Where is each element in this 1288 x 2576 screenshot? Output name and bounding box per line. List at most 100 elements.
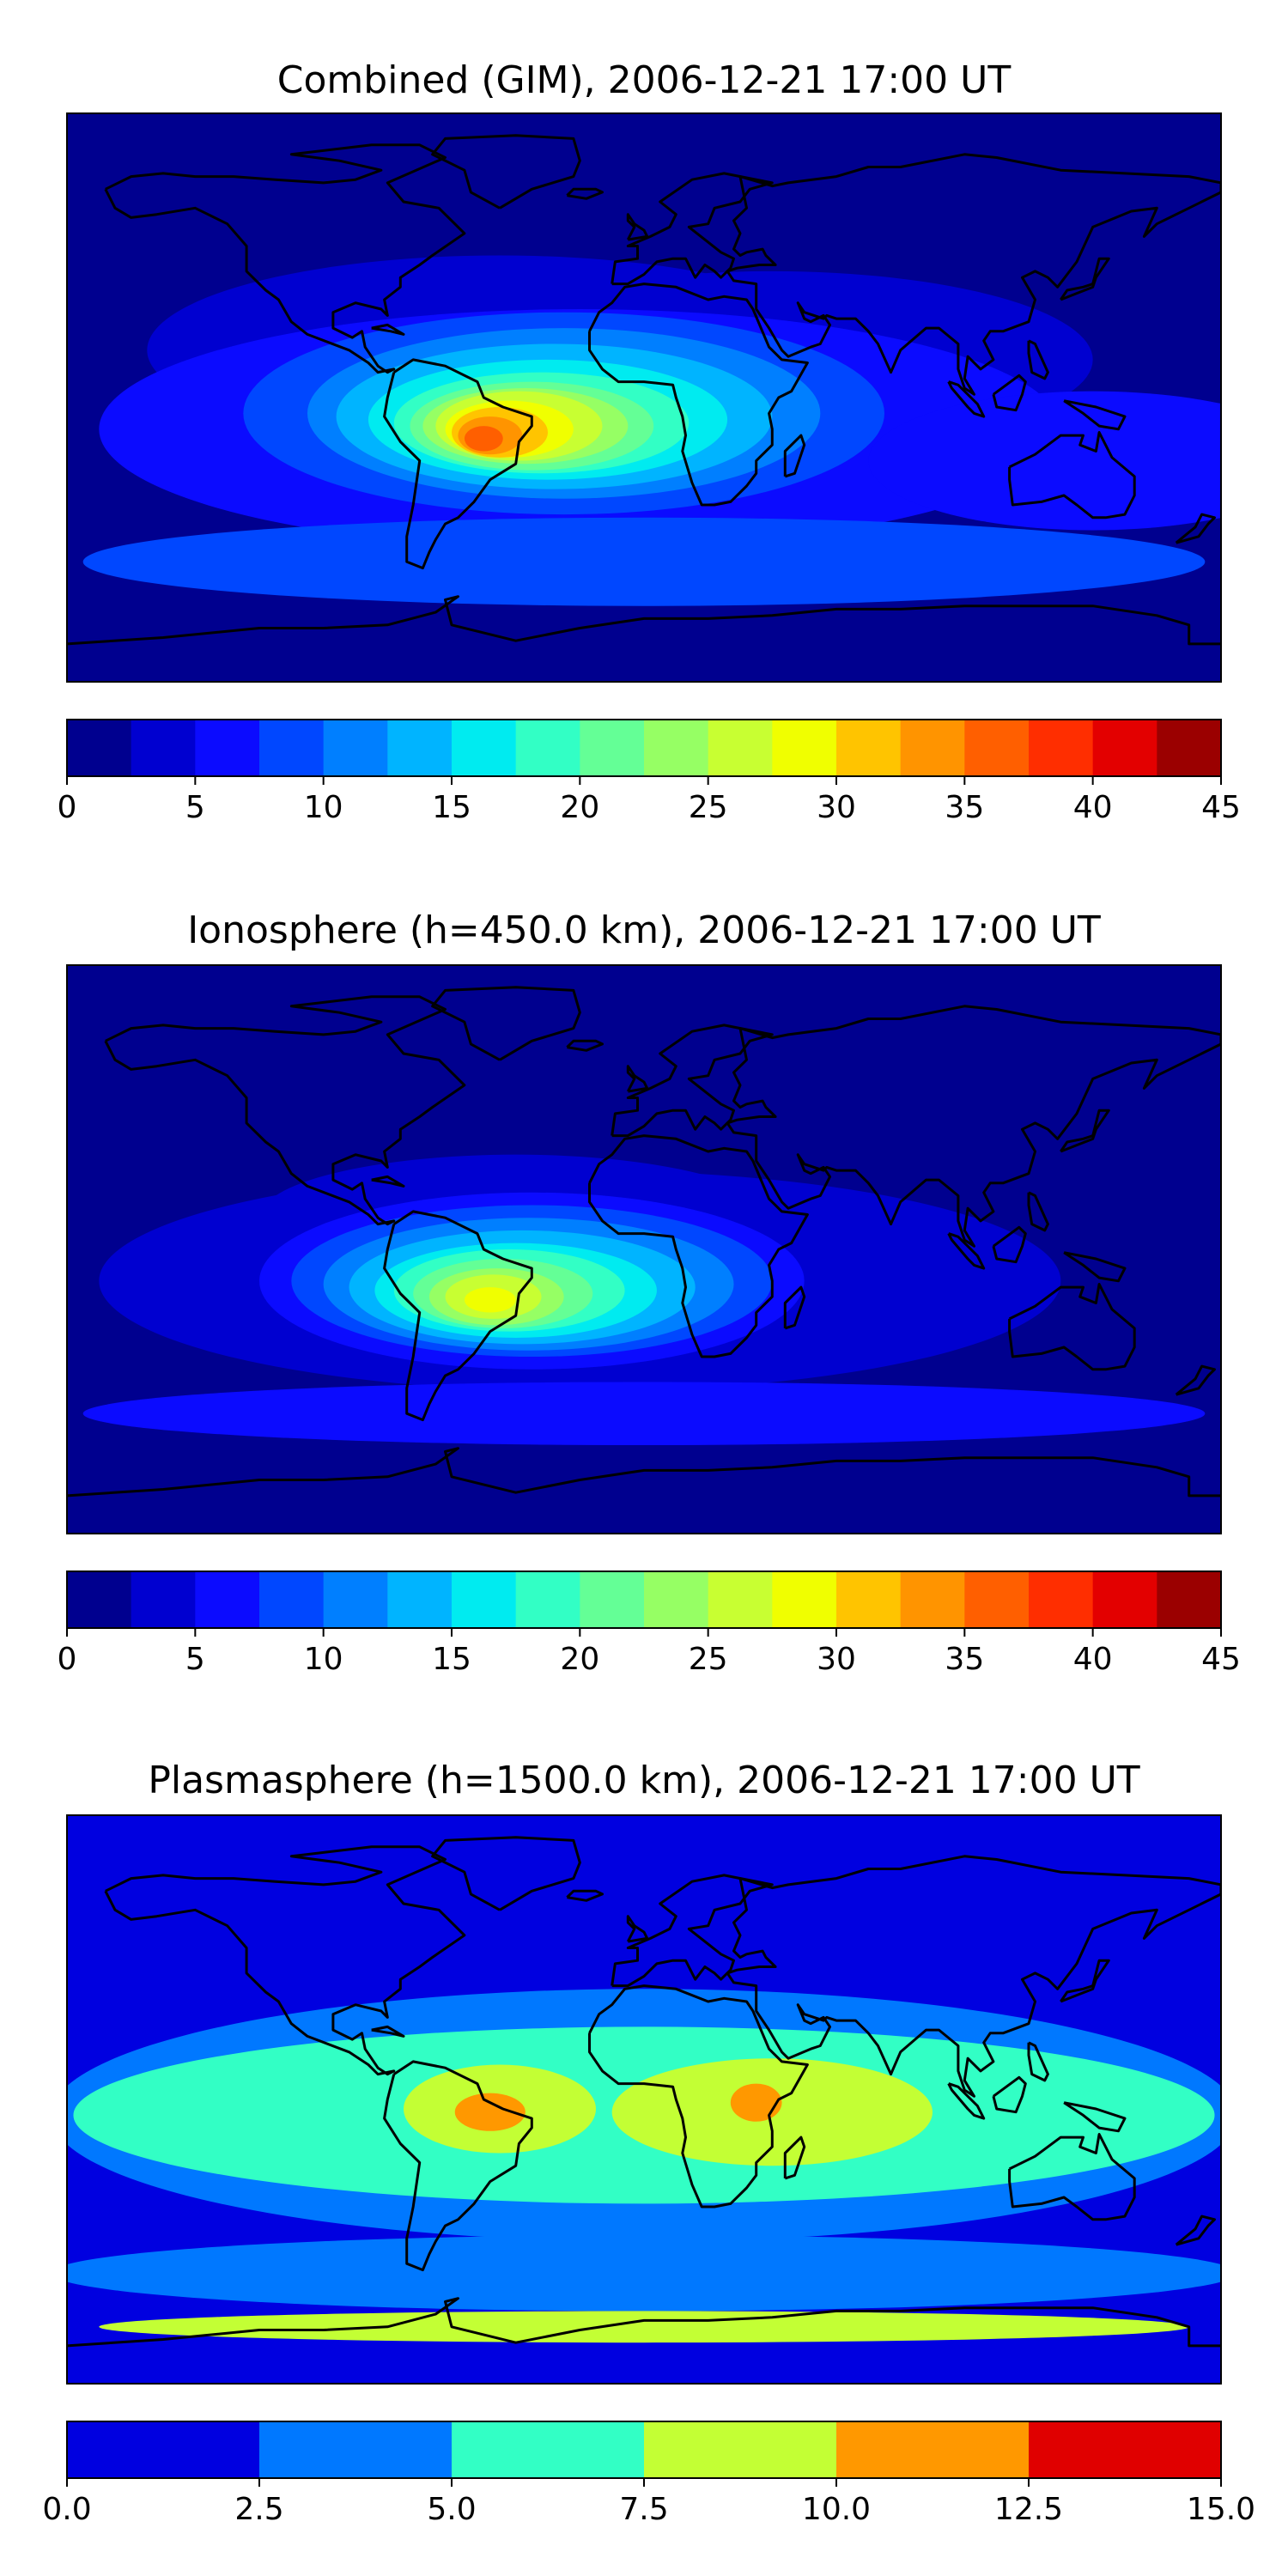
colorbar-segment <box>387 1571 453 1628</box>
colorbar-tick-label: 0 <box>58 1642 77 1677</box>
colorbar-tick-label: 10.0 <box>802 2492 871 2527</box>
coastline <box>726 153 1221 396</box>
coastline <box>566 187 604 200</box>
plot-title: Plasmasphere (h=1500.0 km), 2006-12-21 1… <box>148 1759 1140 1802</box>
colorbar-segment <box>452 1571 517 1628</box>
coastline <box>783 2136 806 2180</box>
map-frame <box>66 112 1222 683</box>
coastline <box>371 1175 405 1188</box>
colorbar-segment <box>1029 1571 1094 1628</box>
colorbar-tick-label: 20 <box>560 1642 599 1677</box>
coastline <box>67 595 1221 646</box>
coastline <box>104 1845 466 2076</box>
coastline <box>383 1210 533 1422</box>
coastline <box>992 374 1027 412</box>
colorbar-tick-label: 0 <box>58 790 77 825</box>
colorbar-segment <box>1029 2421 1222 2478</box>
map-field <box>67 1815 1221 2384</box>
ionosphere-chart: 0 5 10 15 20 25 30 35 40 45 <box>58 964 1241 1677</box>
coastline <box>566 1889 604 1902</box>
coastline <box>611 1874 774 1988</box>
coastline <box>726 1005 1221 1248</box>
colorbar-segment <box>323 720 388 776</box>
colorbar-segment <box>387 720 453 776</box>
coastline <box>947 380 986 418</box>
map-frame <box>66 964 1222 1534</box>
coastline <box>371 323 405 336</box>
coastline <box>67 1447 1221 1498</box>
contour-region <box>67 2235 1221 2312</box>
colorbar-segment <box>836 1571 902 1628</box>
colorbar-segment <box>964 1571 1030 1628</box>
colorbar-segment <box>1092 1571 1157 1628</box>
colorbar-segment <box>195 720 260 776</box>
coastline <box>588 1984 809 2208</box>
coastline <box>611 1024 774 1138</box>
coastline <box>1175 2215 1216 2246</box>
colorbar-segment <box>1029 720 1094 776</box>
colorbar-tick-label: 45 <box>1201 1642 1241 1677</box>
coastline <box>1027 1191 1049 1232</box>
colorbar-segment <box>323 1571 388 1628</box>
colorbar-segment <box>580 1571 645 1628</box>
colorbar-tick-label: 30 <box>817 790 856 825</box>
contour-region <box>730 2083 782 2122</box>
coastline <box>783 434 806 478</box>
plasmasphere-chart: 0.0 2.5 5.0 7.5 10.0 12.5 15.0 <box>42 1814 1255 2527</box>
colorbar-segment <box>452 2421 645 2478</box>
colorbar-segment <box>644 1571 709 1628</box>
coastline <box>566 1039 604 1052</box>
colorbar-tick-label: 25 <box>689 790 728 825</box>
colorbar-frame <box>66 719 1222 777</box>
colorbar-tick-label: 45 <box>1201 790 1241 825</box>
coastline <box>1060 1959 1110 2003</box>
coastline <box>371 2025 405 2038</box>
coastline <box>67 2297 1221 2348</box>
colorbar-tick-label: 10 <box>304 1642 343 1677</box>
coastline <box>626 213 649 241</box>
coastline <box>1008 1283 1136 1371</box>
colorbar-segment <box>259 720 325 776</box>
coastline <box>1175 1364 1216 1396</box>
colorbar-tick-label: 5 <box>185 1642 205 1677</box>
coastline <box>431 134 581 210</box>
colorbar-tick-label: 35 <box>945 790 984 825</box>
colorbar-segment <box>67 720 132 776</box>
colorbar-tick-label: 20 <box>560 790 599 825</box>
colorbar-segment <box>131 720 196 776</box>
colorbar-segment <box>1157 720 1222 776</box>
coastline <box>431 1836 581 1911</box>
map-field <box>67 965 1221 1534</box>
colorbar-segment <box>259 2421 453 2478</box>
coastline <box>1027 339 1049 380</box>
colorbar-segment <box>772 720 837 776</box>
colorbar-tick-label: 10 <box>304 790 343 825</box>
coastline <box>104 995 466 1226</box>
contour-region <box>868 391 1221 531</box>
colorbar-segment <box>708 1571 773 1628</box>
colorbar-segment <box>1157 1571 1222 1628</box>
coastline <box>626 1915 649 1943</box>
colorbar-segment <box>67 2421 260 2478</box>
colorbar-segment <box>67 1571 132 1628</box>
coastline <box>1060 257 1110 301</box>
panel-plasmasphere: Plasmasphere (h=1500.0 km), 2006-12-21 1… <box>0 1717 1288 2576</box>
contour-region <box>82 1382 1206 1446</box>
colorbar-segment <box>195 1571 260 1628</box>
coastline <box>1063 399 1127 431</box>
colorbar-segment <box>836 2421 1030 2478</box>
colorbar-segment <box>900 1571 965 1628</box>
colorbar-segment <box>515 1571 580 1628</box>
coastline <box>1060 1109 1110 1153</box>
panel-ionosphere: Ionosphere (h=450.0 km), 2006-12-21 17:0… <box>0 859 1288 1717</box>
coastline <box>1008 431 1136 519</box>
coastline <box>1008 2133 1136 2221</box>
colorbar: 0 5 10 15 20 25 30 35 40 45 <box>58 719 1241 825</box>
colorbar-segment <box>452 720 517 776</box>
colorbar-tick-label: 12.5 <box>994 2492 1063 2527</box>
colorbar-tick-label: 15.0 <box>1187 2492 1255 2527</box>
colorbar-tick-label: 5 <box>185 790 205 825</box>
colorbar-segment <box>1092 720 1157 776</box>
coastline <box>726 1855 1221 2098</box>
contour-region <box>99 2311 1189 2343</box>
